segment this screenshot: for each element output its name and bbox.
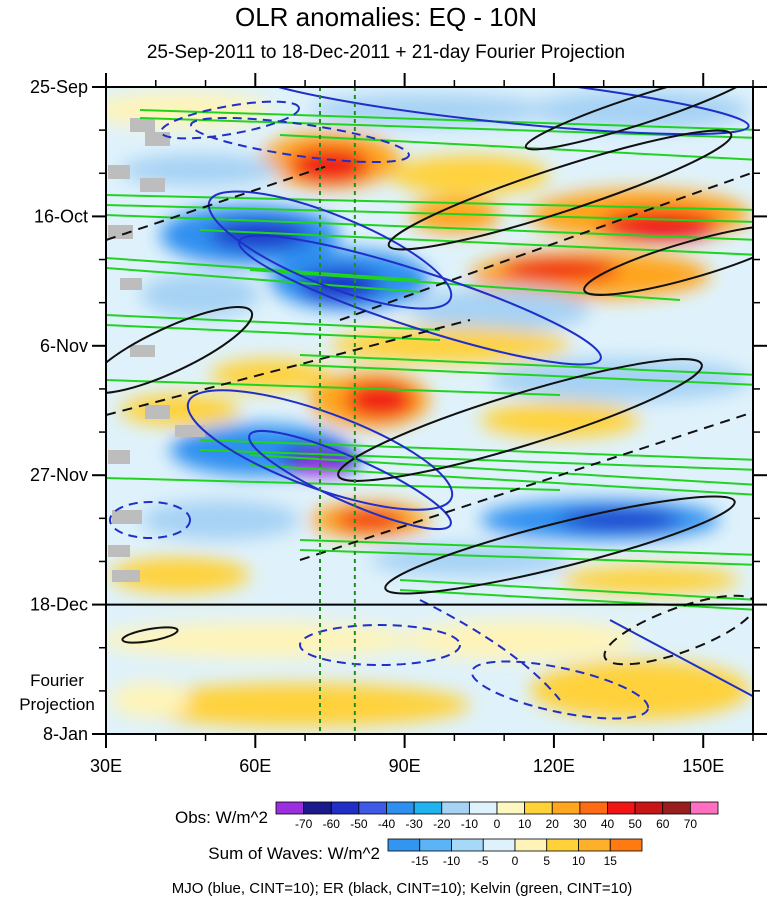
missing-data: [108, 118, 205, 582]
kelvin-contours: [106, 109, 753, 611]
obs-colorbar-swatch: [303, 801, 332, 815]
obs-colorbar-swatch: [441, 801, 470, 815]
obs-colorbar-level-label: 0: [494, 817, 501, 831]
reference-lines: [319, 87, 356, 734]
obs-colorbar-swatch: [330, 801, 360, 815]
fourier-label-1: Fourier: [30, 671, 84, 690]
obs-colorbar-level-label: -30: [405, 817, 423, 831]
x-tick-label: 30E: [90, 756, 122, 776]
obs-colorbar-level-label: 50: [628, 817, 642, 831]
x-tick-label: 90E: [389, 756, 421, 776]
wave-colorbar-label: Sum of Waves: W/m^2: [208, 844, 380, 863]
wave-colorbar-level-label: 15: [604, 854, 618, 868]
obs-colorbar: -70 -60 -50 -40 -30 -20 -10 0 10 20 30 40 50 60 70: [275, 801, 719, 831]
obs-colorbar-swatch: [607, 801, 636, 815]
obs-colorbar-level-label: -50: [350, 817, 368, 831]
projection-field: [106, 620, 750, 727]
wave-colorbar-level-label: 5: [543, 854, 550, 868]
obs-colorbar-swatch: [634, 801, 664, 815]
obs-colorbar-swatch: [551, 801, 581, 815]
obs-colorbar-swatch: [413, 801, 443, 815]
fourier-label-2: Projection: [19, 695, 95, 714]
wave-colorbar-level-label: 0: [512, 854, 519, 868]
y-tick-label: 18-Dec: [30, 595, 88, 615]
wave-colorbar-level-label: -15: [411, 854, 429, 868]
chart-subtitle: 25-Sep-2011 to 18-Dec-2011 + 21-day Four…: [146, 42, 626, 63]
obs-colorbar-level-label: 30: [573, 817, 587, 831]
obs-colorbar-swatch: [468, 801, 498, 815]
wave-colorbar: -15 -10 -5 0 5 10 15: [387, 838, 643, 868]
wave-colorbar-swatch: [387, 838, 421, 852]
x-tick-label: 150E: [682, 756, 724, 776]
er-contours: [106, 87, 753, 666]
obs-colorbar-level-label: -60: [323, 817, 341, 831]
obs-colorbar-level-label: 70: [684, 817, 698, 831]
obs-colorbar-level-label: -40: [378, 817, 396, 831]
chart-title: OLR anomalies: EQ - 10N: [234, 2, 537, 32]
wave-colorbar-swatch: [419, 838, 452, 852]
y-tick-label: 27-Nov: [30, 465, 88, 485]
plot-frame: [105, 86, 754, 735]
wave-colorbar-level-label: -5: [478, 854, 489, 868]
plot-area: [106, 87, 753, 734]
wave-colorbar-swatch: [578, 838, 611, 852]
obs-colorbar-swatch: [579, 801, 608, 815]
obs-colorbar-level-label: -20: [433, 817, 451, 831]
obs-colorbar-swatch: [689, 801, 719, 815]
footer-legend: MJO (blue, CINT=10); ER (black, CINT=10)…: [172, 880, 633, 897]
wave-colorbar-level-label: -10: [443, 854, 461, 868]
obs-colorbar-swatch: [275, 801, 305, 815]
obs-colorbar-level-label: 20: [546, 817, 560, 831]
y-tick-label: 25-Sep: [30, 77, 88, 97]
obs-colorbar-level-label: -70: [295, 817, 313, 831]
wave-colorbar-swatch: [546, 838, 579, 852]
obs-colorbar-level-label: 60: [656, 817, 670, 831]
wave-colorbar-level-label: 10: [572, 854, 586, 868]
obs-colorbar-swatch: [524, 801, 553, 815]
obs-colorbar-swatch: [386, 801, 415, 815]
y-tick-label: 6-Nov: [40, 336, 88, 356]
y-tick-label: 8-Jan: [43, 724, 88, 744]
y-axis: 25-Sep 16-Oct 6-Nov 27-Nov 18-Dec 8-Jan: [30, 77, 767, 744]
x-axis: 30E 60E 90E 120E 150E: [90, 73, 754, 776]
wave-colorbar-swatch: [451, 838, 484, 852]
obs-colorbar-level-label: 10: [518, 817, 532, 831]
y-tick-label: 16-Oct: [34, 206, 88, 226]
obs-colorbar-swatch: [358, 801, 387, 815]
x-tick-label: 120E: [533, 756, 575, 776]
obs-colorbar-level-label: 40: [601, 817, 615, 831]
mjo-contours: [109, 87, 753, 720]
obs-colorbar-label: Obs: W/m^2: [175, 808, 268, 827]
wave-colorbar-swatch: [514, 838, 548, 852]
x-tick-label: 60E: [239, 756, 271, 776]
obs-colorbar-swatch: [496, 801, 526, 815]
wave-colorbar-swatch: [482, 838, 516, 852]
obs-colorbar-level-label: -10: [461, 817, 479, 831]
obs-colorbar-swatch: [662, 801, 691, 815]
wave-colorbar-swatch: [609, 838, 643, 852]
